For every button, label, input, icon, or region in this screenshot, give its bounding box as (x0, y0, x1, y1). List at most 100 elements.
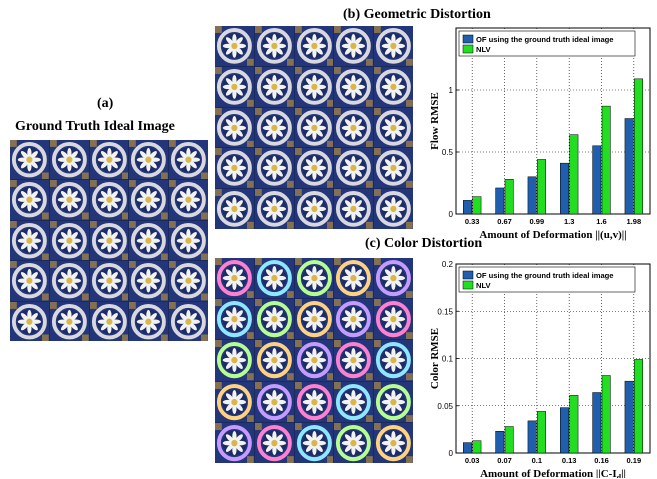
color-distortion-image (215, 258, 413, 463)
plot-frame (455, 27, 651, 215)
tile (169, 261, 208, 301)
tile (254, 381, 294, 422)
tile (374, 258, 413, 299)
caption-a-title: Ground Truth Ideal Image (15, 119, 175, 134)
tile (374, 422, 413, 463)
y-tick-label: 0.1 (442, 355, 454, 364)
tile (294, 258, 334, 299)
x-tick-label: 1.98 (627, 217, 642, 226)
tile (215, 422, 254, 463)
legend-swatch (462, 44, 474, 54)
tile (294, 422, 334, 463)
x-axis-label-end: || (621, 468, 626, 478)
tile (294, 66, 334, 107)
tile (215, 148, 254, 189)
x-tick-label: 0.19 (627, 456, 642, 465)
tile (215, 381, 254, 422)
legend-label: NLV (476, 45, 492, 54)
y-tick-label: 0.05 (437, 402, 453, 411)
bar (634, 359, 643, 454)
x-axis-label: Amount of Deformation ||(u,v)|| (479, 229, 626, 241)
x-axis-label-subscript: d (617, 473, 622, 478)
y-tick-label: 0.2 (442, 260, 454, 269)
y-tick-label: 0 (449, 449, 454, 458)
x-tick-label: 0.03 (465, 456, 480, 465)
bar (537, 411, 546, 454)
legend-swatch (462, 270, 474, 280)
tile (169, 140, 208, 180)
bar (495, 431, 505, 454)
x-tick-label: 0.07 (497, 456, 512, 465)
bar (472, 440, 482, 454)
tile (294, 189, 334, 229)
y-axis-label: Color RMSE (429, 328, 441, 389)
legend-label: OF using the ground truth ideal image (476, 35, 614, 44)
tile (10, 180, 49, 220)
tile (374, 107, 413, 148)
y-axis-label: Flow RMSE (429, 92, 441, 150)
y-tick-label: 1 (449, 86, 454, 95)
tile (374, 299, 413, 340)
tile (129, 220, 169, 261)
legend-label: OF using the ground truth ideal image (476, 271, 614, 280)
tile (129, 140, 169, 180)
x-axis-label-main: Amount of Deformation ||C-I (480, 468, 617, 478)
tile (254, 258, 294, 299)
tile (374, 189, 413, 229)
tile (334, 340, 374, 381)
tile (254, 189, 294, 229)
bar (624, 118, 634, 215)
tile (294, 340, 334, 381)
bar (601, 375, 611, 454)
x-tick-label: 0.16 (594, 456, 609, 465)
tile (374, 148, 413, 189)
tile (89, 140, 129, 180)
tile (374, 381, 413, 422)
tile (334, 422, 374, 463)
tile (254, 148, 294, 189)
tile (254, 299, 294, 340)
tile (169, 180, 208, 220)
tile (129, 261, 169, 301)
tile (215, 299, 254, 340)
tile (169, 301, 208, 341)
tile (49, 140, 89, 180)
geometric-distortion-image (215, 26, 413, 229)
bar (463, 200, 472, 215)
tile (89, 220, 129, 261)
bar (624, 380, 634, 454)
tile (254, 26, 294, 66)
ground-truth-ideal-image (10, 140, 208, 341)
bar (504, 179, 514, 215)
tile (10, 301, 49, 341)
bar (463, 442, 472, 454)
tile (374, 26, 413, 66)
tile (254, 340, 294, 381)
legend-label: NLV (476, 281, 492, 290)
legend-box (458, 266, 636, 293)
tile (89, 180, 129, 220)
tile (215, 258, 254, 299)
tile (49, 180, 89, 220)
tile (334, 107, 374, 148)
x-tick-label: 0.1 (532, 456, 542, 465)
bar (569, 134, 579, 215)
bar (634, 78, 643, 215)
y-tick-label: 0 (449, 210, 454, 219)
tile (294, 148, 334, 189)
tile (294, 299, 334, 340)
y-tick-label: 0.5 (442, 148, 454, 157)
x-tick-label: 1.6 (596, 217, 606, 226)
tile (254, 66, 294, 107)
tile (215, 189, 254, 229)
caption-a-label: (a) (97, 96, 114, 111)
tile (129, 180, 169, 220)
tile (254, 422, 294, 463)
bar (569, 395, 579, 454)
tile (10, 140, 49, 180)
tile (129, 301, 169, 341)
tile (334, 189, 374, 229)
tile (89, 261, 129, 301)
